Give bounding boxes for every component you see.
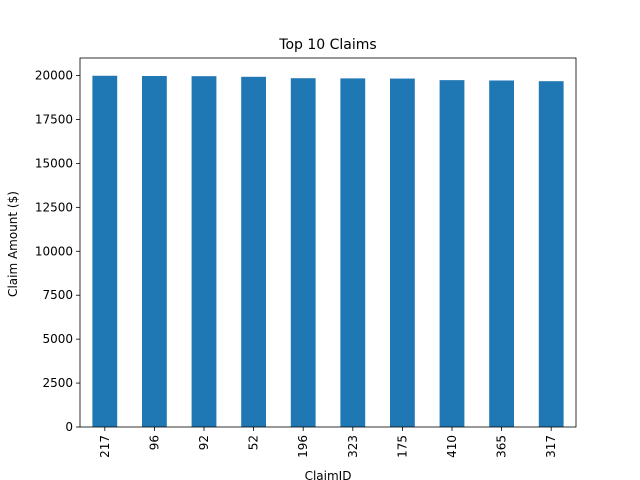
y-tick-label: 20000 [35,69,73,83]
y-tick-label: 17500 [35,113,73,127]
bar [538,81,564,428]
bar [439,80,465,427]
y-axis-title: Claim Amount ($) [6,191,20,297]
y-tick-label: 5000 [42,332,73,346]
bar [241,76,266,428]
x-axis-title: ClaimID [305,469,352,480]
bar [191,76,217,427]
bar [390,78,415,428]
y-tick-label: 0 [65,420,73,434]
x-tick-label: 52 [247,435,261,450]
bar [489,80,514,428]
y-tick-label: 12500 [35,200,73,214]
x-tick-label: 175 [395,435,409,458]
y-tick-label: 15000 [35,156,73,170]
plot-frame [79,57,577,428]
bar [92,75,118,428]
y-tick-label: 7500 [42,288,73,302]
x-tick-label: 365 [495,435,509,458]
x-tick-label: 196 [296,435,310,458]
x-tick-label: 317 [544,435,558,458]
x-tick-label: 323 [346,435,360,458]
x-tick-label: 96 [147,435,161,450]
bar [340,78,366,427]
x-tick-label: 410 [445,435,459,458]
x-tick-label: 92 [197,435,211,450]
y-tick-label: 2500 [42,376,73,390]
bar [290,78,316,427]
plot-area: 0 2500 5000 7500 10000 12500 15000 17500 20000 21… [35,57,577,458]
x-tick-label: 217 [98,435,112,458]
y-tick-label: 10000 [35,244,73,258]
chart-title: Top 10 Claims [278,37,376,53]
bar [142,76,167,427]
